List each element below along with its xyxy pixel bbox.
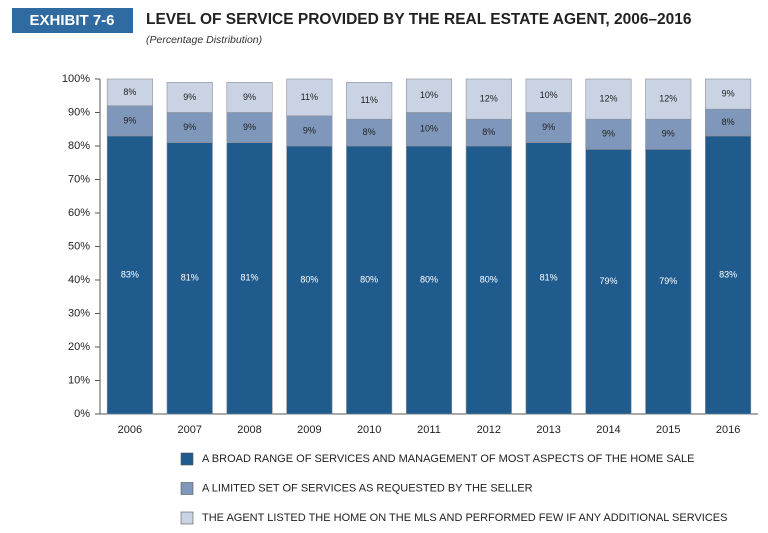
value-label: 9% <box>722 88 735 98</box>
legend-swatch <box>180 452 194 466</box>
value-label: 11% <box>361 95 378 105</box>
x-tick-label: 2007 <box>177 424 201 436</box>
value-label: 80% <box>480 274 498 284</box>
y-tick-label: 30% <box>68 307 90 319</box>
value-label: 12% <box>659 93 677 103</box>
value-label: 9% <box>243 92 256 102</box>
bar-segment <box>106 78 153 107</box>
x-tick-label: 2014 <box>596 424 620 436</box>
value-label: 80% <box>360 274 378 284</box>
legend-swatch <box>180 511 194 525</box>
bar-segment <box>465 145 512 415</box>
bar-segment <box>585 149 632 415</box>
bar-segment <box>226 112 273 143</box>
value-label: 9% <box>542 122 555 132</box>
value-label: 10% <box>420 124 438 134</box>
subtitle: (Percentage Distribution) <box>146 34 262 46</box>
bar-segment <box>525 112 572 143</box>
value-label: 9% <box>183 122 196 132</box>
x-tick-label: 2010 <box>357 424 381 436</box>
legend-swatch <box>180 482 194 495</box>
bar-segment <box>405 78 453 113</box>
bar-segment <box>346 145 393 415</box>
bar-segment <box>166 142 213 415</box>
value-label: 9% <box>602 129 615 139</box>
value-label: 10% <box>540 90 558 100</box>
x-tick-label: 2015 <box>656 424 680 436</box>
bar-segment <box>166 82 213 113</box>
value-label: 10% <box>420 90 438 100</box>
bar-segment <box>585 118 632 150</box>
y-tick-label: 20% <box>68 341 90 353</box>
bar-segment <box>465 78 512 120</box>
value-label: 9% <box>662 129 675 139</box>
chart-title: LEVEL OF SERVICE PROVIDED BY THE REAL ES… <box>146 11 692 28</box>
value-label: 81% <box>540 273 558 283</box>
x-tick-label: 2011 <box>417 424 441 436</box>
bar-segment <box>405 112 453 147</box>
value-label: 9% <box>183 92 196 102</box>
bar-segment <box>286 145 333 415</box>
badge: EXHIBIT 7-6 <box>29 12 114 29</box>
x-tick-label: 2016 <box>716 424 740 436</box>
y-tick-label: 0% <box>74 408 90 420</box>
value-label: 80% <box>420 274 438 284</box>
x-tick-label: 2006 <box>118 424 142 436</box>
y-tick-label: 50% <box>68 240 90 252</box>
bar-segment <box>405 145 453 415</box>
value-label: 8% <box>482 127 495 137</box>
bar-segment <box>585 78 632 120</box>
bar-segment <box>226 142 273 415</box>
y-tick-label: 100% <box>62 73 90 85</box>
x-tick-label: 2012 <box>477 424 501 436</box>
value-label: 83% <box>121 269 139 279</box>
value-label: 79% <box>599 276 617 286</box>
value-label: 12% <box>599 93 617 103</box>
x-tick-label: 2008 <box>237 424 261 436</box>
y-tick-label: 90% <box>68 106 90 118</box>
y-tick-label: 10% <box>68 374 90 386</box>
y-tick-label: 80% <box>68 140 90 152</box>
value-label: 8% <box>363 127 376 137</box>
y-tick-label: 60% <box>68 207 90 219</box>
bar-segment <box>166 112 213 143</box>
value-label: 8% <box>722 117 735 127</box>
bar-segment <box>645 118 692 150</box>
bar-segment <box>106 135 153 415</box>
bar-segment <box>226 82 273 113</box>
y-tick-label: 40% <box>68 274 90 286</box>
value-label: 81% <box>241 273 259 283</box>
value-label: 11% <box>301 92 318 102</box>
y-tick-label: 70% <box>68 173 90 185</box>
bar-segment <box>525 142 572 415</box>
bar-segment <box>106 105 153 137</box>
bar-segment <box>286 78 333 117</box>
value-label: 9% <box>243 122 256 132</box>
badge-bg <box>12 8 133 33</box>
value-label: 80% <box>300 274 318 284</box>
bar-segment <box>525 78 572 113</box>
value-label: 9% <box>123 115 136 125</box>
bar-segment <box>346 118 393 147</box>
legend-label: A BROAD RANGE OF SERVICES AND MANAGEMENT… <box>202 453 694 465</box>
x-tick-label: 2009 <box>297 424 321 436</box>
legend-label: A LIMITED SET OF SERVICES AS REQUESTED B… <box>202 482 533 494</box>
value-label: 9% <box>303 125 316 135</box>
bar-segment <box>286 115 333 147</box>
bar-segment <box>645 78 692 120</box>
bar-segment <box>705 108 752 137</box>
value-label: 79% <box>659 276 677 286</box>
bar-segment <box>705 78 752 110</box>
value-label: 83% <box>719 269 737 279</box>
value-label: 8% <box>123 87 136 97</box>
value-label: 12% <box>480 93 498 103</box>
bar-segment <box>346 82 393 120</box>
bar-segment <box>705 135 752 415</box>
value-label: 81% <box>181 273 199 283</box>
bar-segment <box>645 149 692 415</box>
x-tick-label: 2013 <box>536 424 560 436</box>
legend-label: THE AGENT LISTED THE HOME ON THE MLS AND… <box>202 512 727 524</box>
